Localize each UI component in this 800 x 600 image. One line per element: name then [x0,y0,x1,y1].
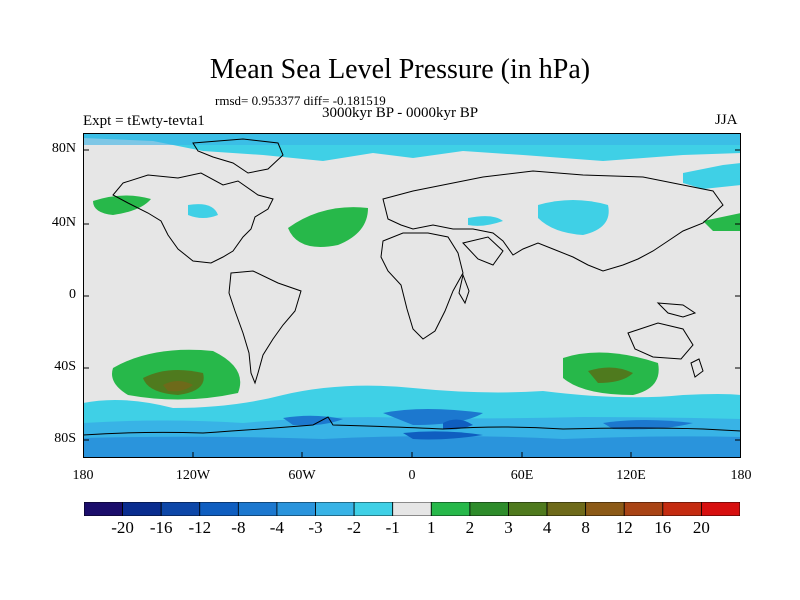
colorbar-swatch [430,502,471,516]
colorbar-swatch [160,502,201,516]
lon-label-180w: 180 [72,468,94,483]
lon-label-120e: 120E [616,468,646,483]
colorbar-label: -4 [269,518,284,537]
lat-label-80s: 80S [54,431,76,446]
lon-label-180e: 180 [730,468,752,483]
colorbar-swatch [276,502,316,516]
colorbar-swatch [84,502,123,516]
colorbar [84,502,740,516]
colorbar-swatch [546,502,587,516]
colorbar-label: -20 [111,518,134,537]
period-label: 3000kyr BP - 0000kyr BP [322,105,479,121]
colorbar-label: 20 [692,518,710,537]
colorbar-label: -16 [149,518,173,537]
colorbar-swatch [469,502,509,516]
lat-label-40n: 40N [51,215,76,230]
colorbar-label: 8 [581,518,590,537]
colorbar-swatch [623,502,664,516]
lat-label-0: 0 [69,287,76,302]
colorbar-swatch [662,502,702,516]
colorbar-label: 1 [427,518,436,537]
colorbar-label: 16 [654,518,672,537]
colorbar-swatch [585,502,625,516]
lon-label-0: 0 [408,468,416,483]
lon-label-120w: 120W [175,468,211,483]
colorbar-label: 12 [615,518,633,537]
coastlines [83,138,741,436]
colorbar-label: -8 [231,518,246,537]
colorbar-label: 3 [504,518,513,537]
colorbar-swatch [122,502,162,516]
colorbar-swatch [701,502,740,516]
pressure-map [83,133,741,458]
season-label: JJA [715,112,738,128]
experiment-label: Expt = tEwty-tevta1 [83,113,205,129]
colorbar-label: -2 [347,518,362,537]
colorbar-swatch [315,502,355,516]
colorbar-swatch [199,502,239,516]
lat-label-40s: 40S [54,359,76,374]
lon-label-60w: 60W [288,468,316,483]
colorbar-swatch [353,502,394,516]
colorbar-swatch [237,502,278,516]
colorbar-swatch [508,502,548,516]
map-title: Mean Sea Level Pressure (in hPa) [209,54,591,85]
colorbar-label: 2 [465,518,475,537]
colorbar-label: 4 [542,518,552,537]
colorbar-label: -12 [188,518,212,537]
colorbar-label: -1 [385,518,400,537]
colorbar-label: -3 [308,518,323,537]
lat-label-80n: 80N [51,141,76,156]
stats-text: rmsd= 0.953377 diff= -0.181519 [215,93,386,108]
colorbar-swatch [392,502,432,516]
ticks [83,149,741,458]
lon-label-60e: 60E [510,468,534,483]
